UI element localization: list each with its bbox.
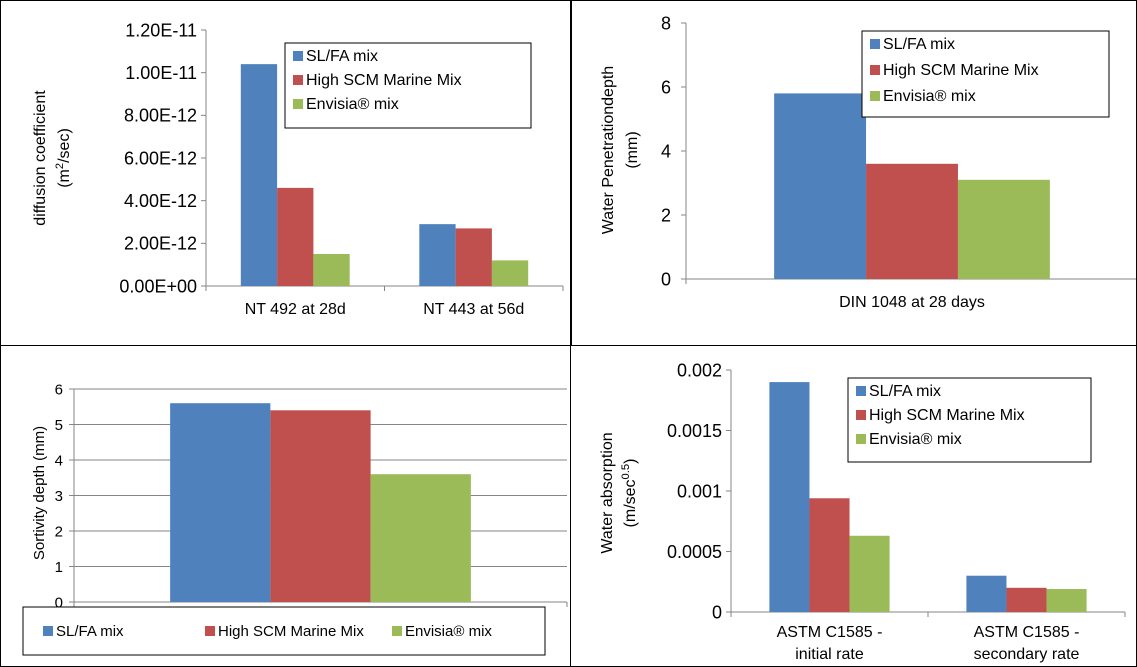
y-tick-label: 0.002 [677,360,722,380]
bar [809,498,850,612]
legend-box [284,42,532,129]
y-tick-label: 0 [712,602,722,622]
legend-label: SL/FA mix [883,36,955,53]
bar [455,228,492,286]
y-tick-label: 6.00E-12 [124,148,197,168]
y-tick-label: 0.0015 [667,421,722,441]
legend-swatch [870,39,880,49]
x-category-label: NT 443 at 56d [423,301,524,318]
y-tick-label: 2 [661,205,671,225]
water-absorption-chart-panel: 0 0.0005 0.001 0.0015 0.002 ASTM C1585 - initi… [570,345,1137,667]
legend-label: Envisia® mix [883,88,976,105]
y-tick-label: 1.20E-11 [125,20,197,40]
x-category-label: secondary rate [974,646,1080,663]
legend-box [847,377,1092,463]
diffusion-coefficient-chart: 0.00E+00 2.00E-12 4.00E-12 6.00E-12 8.00E-12… [32,20,564,318]
bar [769,382,810,612]
x-category-label: initial rate [795,646,864,663]
y-tick-label: 0.001 [677,481,722,501]
legend-box [861,30,1110,118]
y-tick-label: 0 [661,269,671,289]
bar [170,403,271,602]
legend-swatch [856,434,866,444]
legend-swatch [870,65,880,75]
legend-label: SL/FA mix [56,623,124,640]
x-category-label: ASTM C1585 - [974,624,1080,641]
y-axis-unit: (m2/sec) [54,128,73,188]
bar [240,64,278,286]
y-axis-unit-text: (m/sec [622,479,639,527]
legend-label: High SCM Marine Mix [869,407,1025,424]
legend-label: High SCM Marine Mix [306,72,462,89]
y-tick-label: 8.00E-12 [124,106,197,126]
y-axis-unit-text: /sec) [56,128,73,163]
y-axis-unit-text: (mm) [624,131,641,168]
y-axis-unit-text: ) [622,459,639,464]
legend-swatch [856,386,866,396]
legend-swatch [43,626,53,636]
y-axis-unit: (mm) [624,131,641,168]
y-tick-label: 4 [661,141,671,161]
bar [966,575,1007,612]
legend-label: SL/FA mix [869,383,941,400]
y-axis-title: diffusion coefficient [32,90,49,226]
y-tick-label: 5 [55,417,63,434]
sorptivity-chart: 0123456RMS T362 sorptivitySortivity dept… [22,381,568,656]
y-tick-label: 2 [55,523,63,540]
bar [849,535,890,612]
y-tick-label: 0.0005 [667,542,722,562]
y-tick-label: 3 [55,488,63,505]
legend-swatch [856,410,866,420]
y-tick-label: 1.00E-11 [125,63,197,83]
y-axis-unit-text: (m [56,169,73,188]
y-axis-title: Sortivity depth (mm) [31,426,48,560]
y-tick-label: 4.00E-12 [124,191,197,211]
x-category-label: DIN 1048 at 28 days [839,294,985,311]
legend-box [22,606,546,656]
bar [419,224,456,286]
legend-label: High SCM Marine Mix [883,62,1039,79]
water-penetration-chart-panel: 0 2 4 6 8 DIN 1048 at 28 days Water Penetratio… [570,0,1137,346]
y-tick-label: 6 [661,77,671,97]
legend-label: Envisia® mix [306,96,399,113]
water-penetration-chart: 0 2 4 6 8 DIN 1048 at 28 days Water Penetratio… [600,13,1136,311]
y-tick-label: 0.00E+00 [119,276,197,296]
y-axis-unit-superscript: 0.5 [620,464,632,480]
bar [866,163,958,279]
legend-swatch [870,91,880,101]
bar [370,474,471,602]
bar [957,179,1050,279]
y-tick-label: 6 [55,381,63,398]
legend-label: Envisia® mix [869,431,962,448]
y-axis-unit-superscript: 2 [54,163,66,169]
diffusion-coefficient-chart-panel: 0.00E+00 2.00E-12 4.00E-12 6.00E-12 8.00E-12… [0,0,571,346]
y-tick-label: 1 [55,559,63,576]
legend-label: High SCM Marine Mix [218,623,364,640]
water-absorption-chart: 0 0.0005 0.001 0.0015 0.002 ASTM C1585 - initi… [599,360,1126,663]
y-tick-label: 4 [55,452,63,469]
legend-swatch [293,75,303,85]
y-tick-label: 2.00E-12 [124,234,197,254]
legend-swatch [392,626,402,636]
legend-label: SL/FA mix [306,48,378,65]
bar [313,254,350,286]
bar [277,187,314,286]
y-tick-label: 0 [55,594,63,611]
bar [1006,587,1047,612]
y-axis-title: Water absorption [599,432,616,553]
y-tick-label: 8 [661,13,671,33]
legend-swatch [293,99,303,109]
legend-swatch [205,626,215,636]
bar [1046,589,1087,612]
x-category-label: NT 492 at 28d [245,301,346,318]
y-axis-title: Water Penetrationdepth [600,66,617,234]
legend-swatch [293,51,303,61]
bar [774,93,867,280]
x-category-label: ASTM C1585 - [777,624,883,641]
legend-label: Envisia® mix [405,623,492,640]
y-axis-unit: (m/sec0.5) [620,459,639,528]
bar [491,260,529,286]
bar [270,410,371,602]
sorptivity-chart-panel: 0123456RMS T362 sorptivitySortivity dept… [0,345,571,667]
